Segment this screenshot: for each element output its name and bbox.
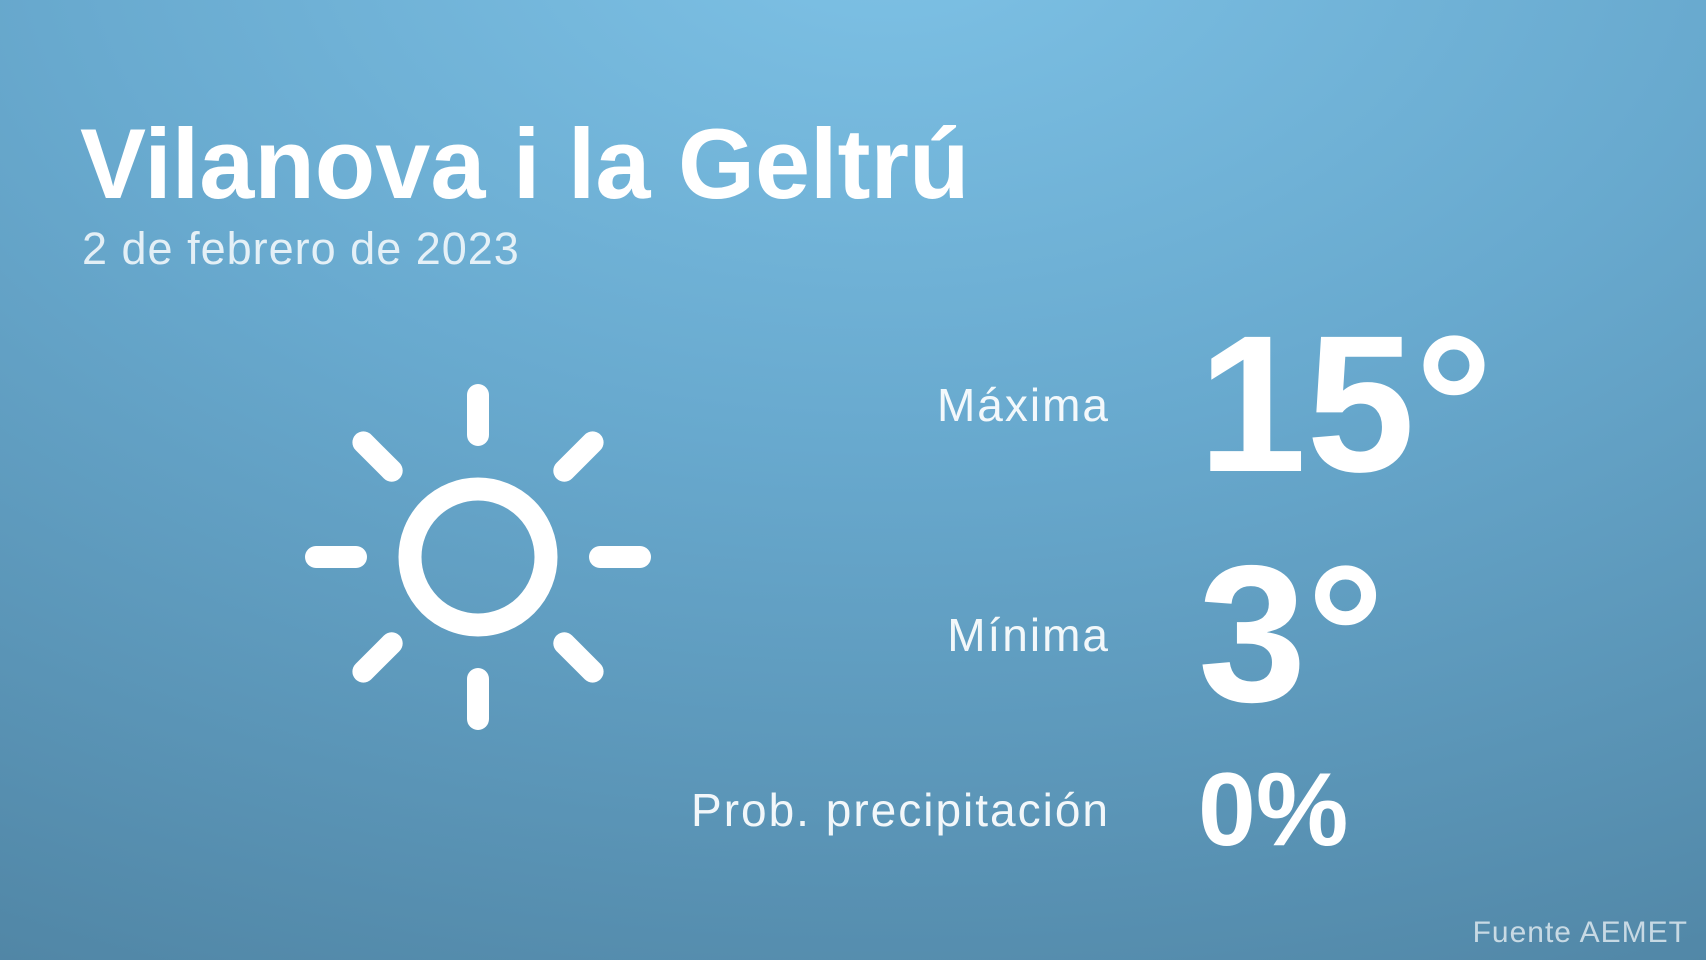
- page-title: Vilanova i la Geltrú: [80, 108, 970, 219]
- source-attribution: Fuente AEMET: [1472, 916, 1688, 949]
- min-temperature-row: Mínima 3°: [650, 532, 1670, 737]
- max-temperature-label: Máxima: [936, 378, 1110, 431]
- precipitation-probability-row: Prob. precipitación 0%: [650, 755, 1670, 865]
- max-temperature-row: Máxima 15°: [650, 302, 1670, 507]
- min-temperature-label: Mínima: [947, 608, 1110, 661]
- precipitation-probability-value: 0%: [1198, 752, 1349, 868]
- sun-icon: [303, 382, 653, 732]
- max-temperature-value: 15°: [1198, 295, 1493, 513]
- precipitation-probability-label: Prob. precipitación: [691, 784, 1110, 836]
- date-subtitle: 2 de febrero de 2023: [82, 223, 520, 274]
- min-temperature-value: 3°: [1198, 525, 1385, 743]
